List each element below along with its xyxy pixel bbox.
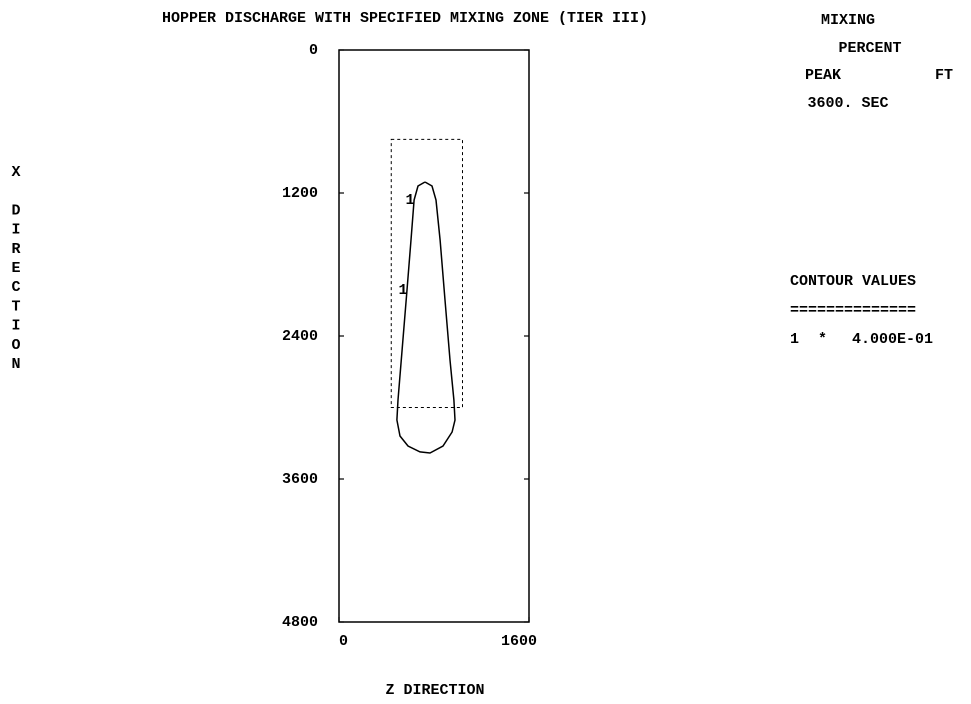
legend-title: CONTOUR VALUES	[790, 273, 916, 290]
contour-label: 1	[399, 282, 408, 299]
x-tick-label: 1600	[501, 633, 537, 650]
mixing-zone	[390, 138, 463, 408]
info-length-unit: FT	[935, 67, 953, 84]
y-tick-label: 4800	[282, 614, 318, 631]
legend-id: 1	[790, 331, 799, 348]
legend-value: 4.000E-01	[852, 331, 933, 348]
legend-symbol: *	[818, 331, 827, 348]
y-tick-label: 3600	[282, 471, 318, 488]
x-tick-label: 0	[339, 633, 348, 650]
info-units: PERCENT	[838, 40, 901, 57]
chart-title: HOPPER DISCHARGE WITH SPECIFIED MIXING Z…	[162, 10, 648, 27]
y-tick-label: 1200	[282, 185, 318, 202]
x-axis-label: Z DIRECTION	[385, 682, 484, 699]
plot-frame	[338, 49, 530, 623]
info-statistic: PEAK	[805, 67, 841, 84]
contour-line	[396, 181, 456, 454]
info-quantity: MIXING	[821, 12, 875, 29]
y-tick-label: 2400	[282, 328, 318, 345]
info-time: 3600. SEC	[807, 95, 888, 112]
legend-rule: ==============	[790, 302, 916, 319]
contour-label: 1	[406, 192, 415, 209]
y-tick-label: 0	[309, 42, 318, 59]
